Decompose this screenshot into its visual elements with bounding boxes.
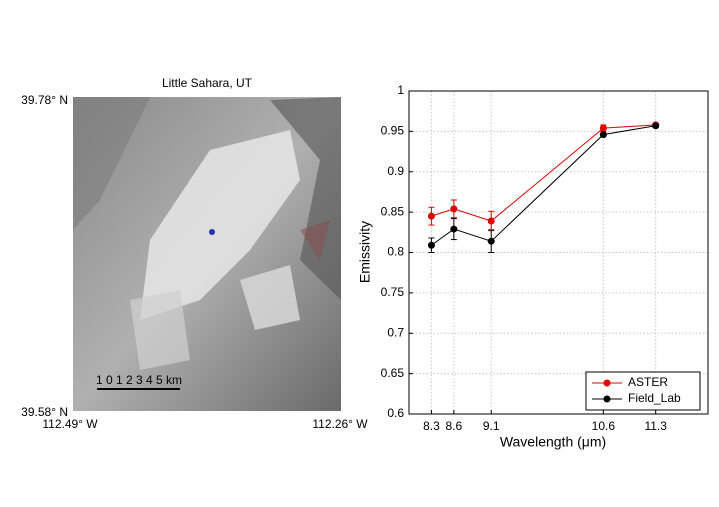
lon-label: 112.26° W — [312, 417, 368, 431]
y-tick-label: 0.7 — [387, 325, 404, 339]
legend-label: ASTER — [628, 375, 668, 389]
data-point — [599, 131, 607, 139]
x-tick-label: 9.1 — [483, 419, 500, 433]
y-tick-label: 0.95 — [381, 124, 405, 138]
y-tick-label: 0.65 — [381, 366, 405, 380]
legend-marker — [603, 379, 611, 387]
satellite-image — [73, 97, 341, 411]
x-tick-label: 8.6 — [446, 419, 463, 433]
data-point — [450, 205, 458, 213]
data-point — [450, 225, 458, 233]
y-tick-label: 1 — [397, 83, 404, 97]
data-point — [652, 122, 660, 130]
x-tick-label: 11.3 — [644, 419, 667, 433]
y-tick-label: 0.85 — [381, 204, 405, 218]
y-tick-label: 0.8 — [387, 245, 404, 259]
y-tick-label: 0.75 — [381, 285, 405, 299]
data-point — [427, 241, 435, 249]
series-line — [431, 125, 656, 246]
y-tick-label: 0.9 — [387, 164, 404, 178]
x-tick-label: 8.3 — [423, 419, 440, 433]
y-axis-label: Emissivity — [357, 221, 373, 283]
lat-label: 39.78° N — [21, 93, 68, 107]
scale-bar-label: 1 0 1 2 3 4 5 km — [96, 373, 182, 387]
x-axis-label: Wavelength (μm) — [500, 434, 606, 450]
series-line — [431, 124, 656, 222]
plot-frame — [408, 90, 709, 415]
x-tick-label: 10.6 — [592, 419, 616, 433]
lon-label: 112.49° W — [42, 417, 98, 431]
image-title: Little Sahara, UT — [162, 76, 253, 90]
data-point — [599, 124, 607, 132]
data-point — [427, 212, 435, 220]
lat-label: 39.58° N — [21, 405, 68, 419]
legend-box — [585, 371, 701, 411]
data-point — [487, 217, 495, 225]
legend-marker — [603, 395, 611, 403]
data-point — [487, 237, 495, 245]
legend-label: Field_Lab — [628, 391, 681, 405]
y-tick-label: 0.6 — [387, 406, 404, 420]
